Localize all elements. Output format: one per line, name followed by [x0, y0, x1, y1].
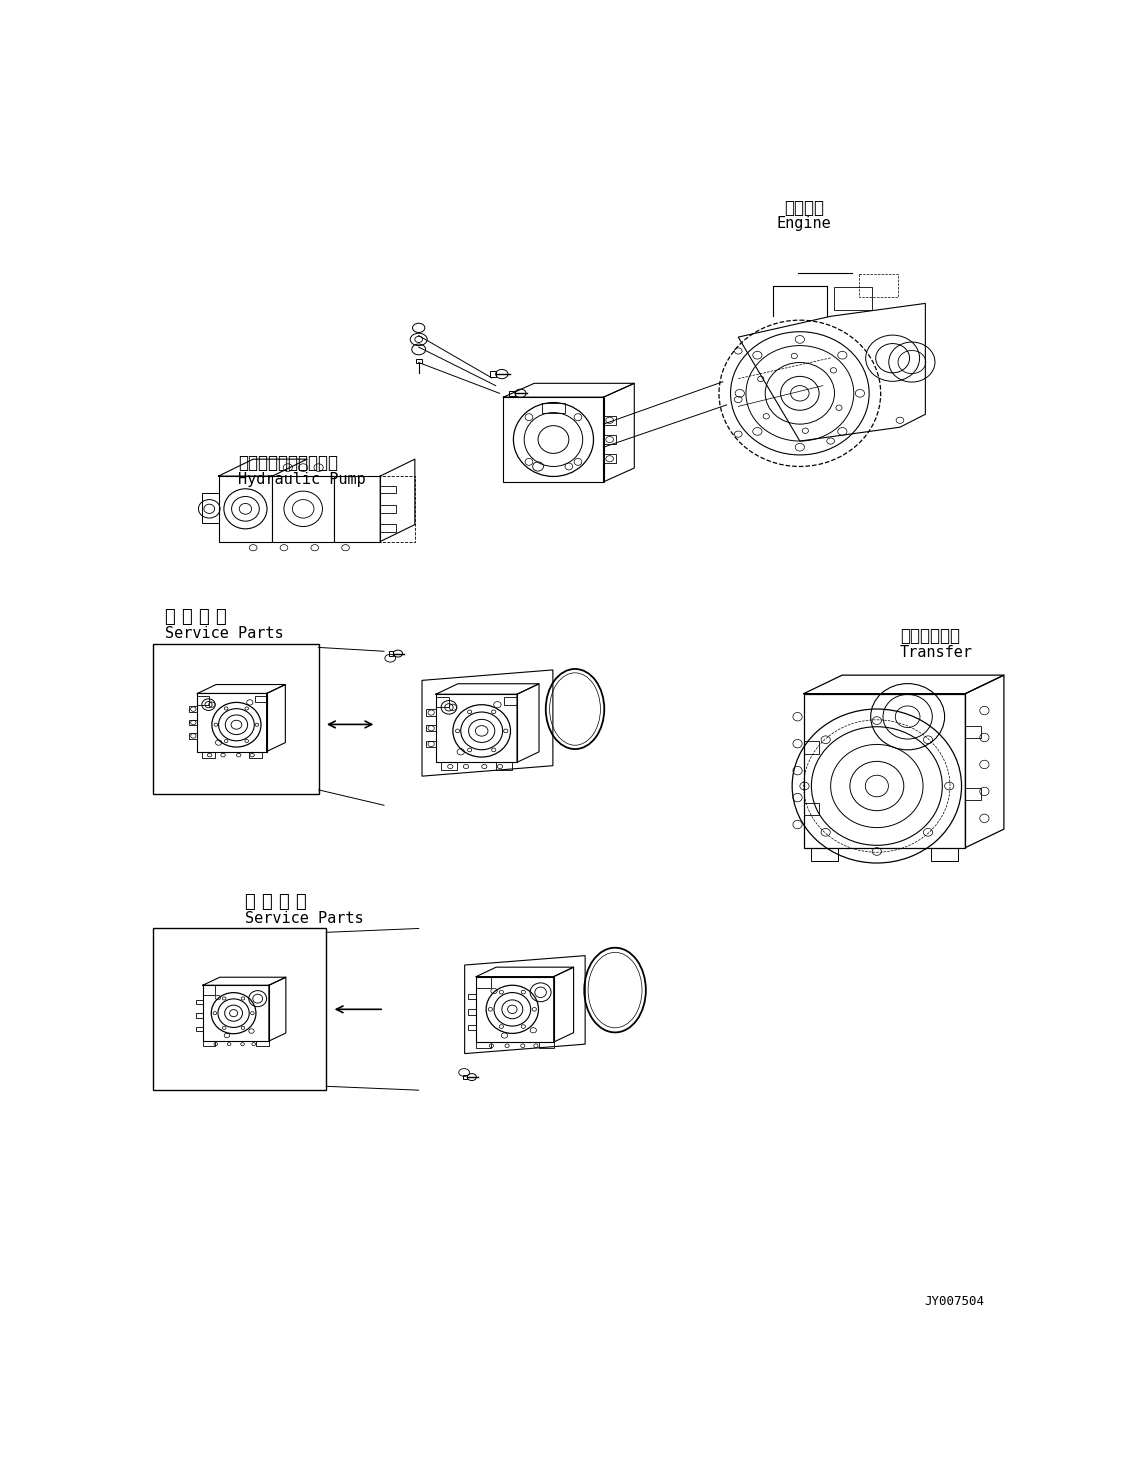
Bar [196, 1013, 203, 1017]
Bar [504, 698, 518, 705]
Text: 補 給 専 用: 補 給 専 用 [164, 607, 227, 625]
Bar [489, 370, 496, 378]
Text: トランスファ: トランスファ [899, 626, 960, 644]
Bar [381, 505, 396, 512]
Text: Hydraulic Pump: Hydraulic Pump [238, 472, 366, 487]
Text: JY007504: JY007504 [925, 1296, 985, 1308]
Bar [510, 391, 515, 395]
Bar [603, 416, 616, 425]
Bar [966, 726, 980, 739]
Bar [389, 652, 393, 656]
Bar [603, 455, 616, 464]
Bar [542, 403, 565, 413]
Bar [202, 751, 215, 758]
Bar [477, 1043, 491, 1049]
Bar [467, 1025, 477, 1031]
Bar [435, 698, 449, 708]
Bar [463, 1075, 467, 1080]
Bar [603, 435, 616, 444]
Bar [539, 1043, 554, 1049]
Polygon shape [435, 695, 518, 763]
Bar [219, 475, 415, 542]
Bar [426, 740, 435, 746]
Bar [189, 706, 197, 712]
Bar [249, 751, 262, 758]
Polygon shape [219, 475, 272, 542]
Text: エンジン: エンジン [783, 200, 824, 218]
Bar [196, 1026, 203, 1031]
Polygon shape [272, 475, 334, 542]
Bar [467, 1010, 477, 1014]
Bar [203, 985, 215, 995]
Polygon shape [197, 693, 267, 751]
Bar [255, 696, 267, 702]
Bar [930, 847, 958, 862]
Bar [860, 274, 897, 298]
Polygon shape [477, 976, 554, 1043]
Bar [189, 733, 197, 739]
Bar [416, 358, 422, 363]
Polygon shape [804, 693, 966, 847]
Text: Service Parts: Service Parts [164, 626, 283, 641]
Text: ハイドロリックポンプ: ハイドロリックポンプ [238, 453, 337, 471]
Text: Service Parts: Service Parts [245, 911, 364, 926]
Bar [833, 287, 872, 310]
Bar [426, 726, 435, 732]
Bar [477, 976, 491, 988]
Bar [426, 709, 435, 715]
Text: 補 給 専 用: 補 給 専 用 [245, 893, 307, 911]
Text: Engine: Engine [776, 216, 831, 231]
Bar [153, 644, 318, 794]
Text: Transfer: Transfer [899, 646, 972, 661]
Bar [804, 803, 820, 815]
Bar [381, 524, 396, 532]
Bar [197, 696, 209, 705]
Bar [496, 763, 512, 770]
Bar [189, 720, 197, 726]
Bar [441, 763, 457, 770]
Bar [153, 929, 326, 1090]
Bar [256, 1041, 269, 1047]
Bar [203, 1041, 215, 1047]
Polygon shape [334, 475, 381, 542]
Bar [804, 742, 820, 754]
Bar [196, 1000, 203, 1004]
Bar [966, 788, 980, 800]
Bar [467, 994, 477, 998]
Bar [381, 486, 396, 493]
Bar [812, 847, 838, 862]
Bar [202, 493, 219, 523]
Polygon shape [203, 985, 269, 1041]
